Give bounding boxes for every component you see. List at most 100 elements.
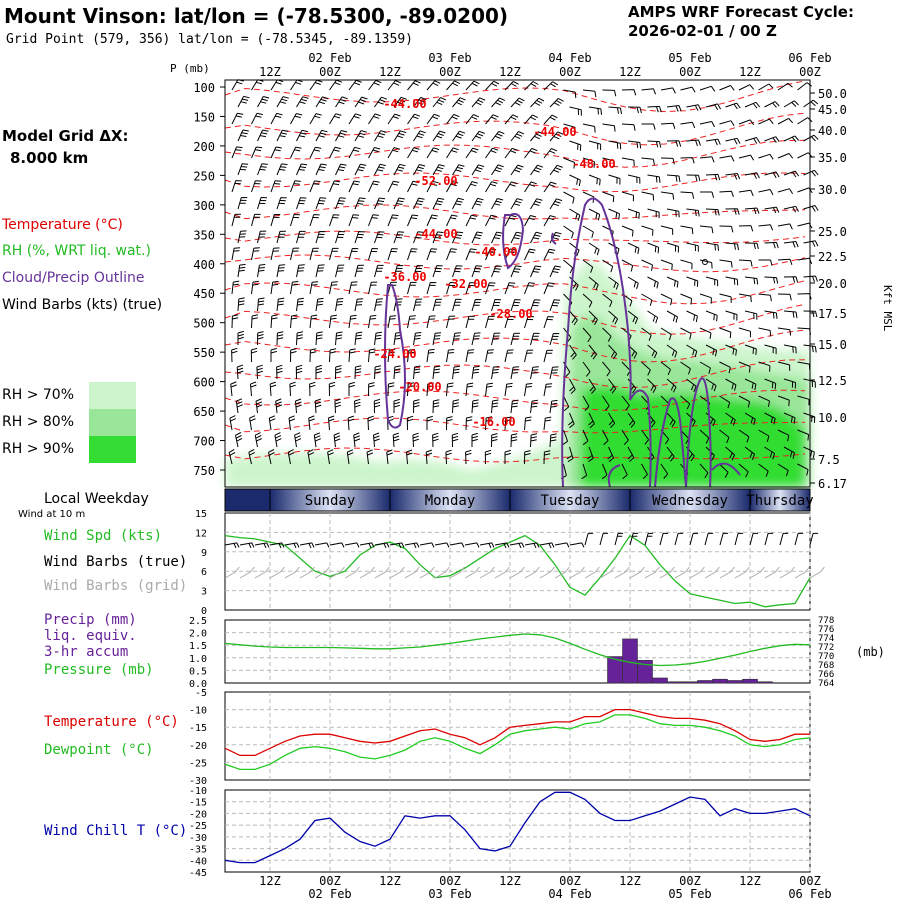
wind-barb — [803, 99, 819, 108]
wind-barb — [485, 349, 494, 363]
bottom-hour-label: 12Z — [499, 874, 521, 888]
top-hour-label: 00Z — [319, 65, 341, 79]
wind-barb — [426, 382, 434, 397]
wind-barb — [524, 147, 538, 159]
wind-barb — [413, 96, 427, 108]
wind-barb — [231, 314, 239, 329]
wind-barb — [621, 157, 635, 167]
wind-barb — [582, 327, 592, 343]
surface-wind-barb-true — [389, 542, 405, 549]
wind-barb — [543, 383, 553, 397]
height-tick-label: 45.0 — [818, 103, 847, 117]
dewpoint-line — [224, 714, 811, 771]
wind-barb — [255, 398, 263, 414]
surface-wind-barb-true — [689, 532, 699, 546]
wind-barb — [725, 412, 736, 426]
wind-barb — [465, 214, 478, 227]
wind-barb — [269, 381, 277, 397]
top-hour-label: 00Z — [559, 65, 581, 79]
wind-barb — [705, 242, 719, 251]
wind-barb — [228, 448, 236, 465]
wind-barb — [666, 140, 682, 147]
wind-barb — [413, 265, 424, 278]
top-date-label: 02 Feb — [308, 51, 351, 65]
wind-barb — [647, 140, 662, 148]
wind-barb — [504, 181, 518, 193]
wind-barb — [783, 135, 800, 143]
wind-barb — [699, 327, 712, 339]
wind-barb — [465, 349, 475, 363]
pressure-tick-label: 774 — [818, 634, 834, 644]
wind-barb — [524, 114, 539, 125]
surface-wind-barb-grid — [584, 566, 600, 579]
bottom-date-label: 03 Feb — [428, 887, 471, 900]
wind-barb — [699, 361, 711, 374]
wind-barb — [465, 449, 472, 465]
wind-barb — [744, 446, 756, 460]
y-tick-label: -35 — [189, 845, 207, 856]
wind-barb — [249, 415, 256, 431]
wind-barb — [426, 348, 435, 363]
wind-barb — [602, 327, 612, 342]
model-grid-value: 8.000 km — [10, 149, 89, 167]
wind-barb — [406, 415, 414, 431]
pressure-line — [224, 633, 811, 667]
temperature-contour-label: -52.00 — [414, 174, 457, 188]
y-tick-label: -45 — [189, 868, 207, 879]
wind-barb — [276, 331, 284, 346]
temperature-contour — [224, 230, 806, 246]
temperature-contour — [224, 417, 806, 434]
wind-barb — [666, 412, 676, 428]
wind-height-label: Wind at 10 m — [18, 509, 86, 520]
wind-barb — [251, 314, 259, 329]
wind-barb — [374, 163, 386, 176]
wind-barb — [309, 381, 316, 397]
wind-barb — [641, 191, 655, 201]
y-tick-label: -30 — [189, 776, 207, 787]
wind-barb — [764, 241, 779, 249]
wind-barb — [354, 365, 362, 380]
wind-barb — [407, 382, 415, 397]
wind-barb — [524, 248, 536, 261]
wind-barb — [426, 415, 433, 430]
bottom-date-label: 06 Feb — [788, 887, 831, 900]
wind-barb — [783, 446, 795, 459]
wind-barb — [569, 140, 582, 151]
wind-barb — [758, 395, 770, 407]
wind-barb — [290, 247, 300, 261]
wind-barb — [446, 248, 457, 261]
wind-barb — [608, 378, 617, 394]
bottom-hour-label: 00Z — [559, 874, 581, 888]
bottom-hour-label: 12Z — [739, 874, 761, 888]
wind-barb — [257, 230, 267, 244]
weekday-label: Tuesday — [540, 493, 599, 509]
wind-barb — [607, 446, 615, 463]
wind-barb — [738, 225, 754, 232]
legend-rh-90: RH > 90% — [2, 441, 75, 457]
wind-barb — [680, 327, 692, 340]
surface-wind-barb-true — [464, 542, 480, 548]
wind-barb — [510, 399, 519, 414]
wind-barb — [276, 96, 289, 108]
wind-barb — [758, 361, 771, 372]
wind-barb — [446, 181, 459, 193]
wind-barb — [588, 378, 596, 394]
y-tick-label: -40 — [189, 856, 207, 867]
wind-barb — [393, 298, 403, 312]
wind-barb — [231, 146, 243, 159]
bottom-hour-label: 00Z — [319, 874, 341, 888]
wind-barb — [686, 174, 701, 182]
height-tick-label: 15.0 — [818, 338, 847, 352]
wind-barb — [764, 412, 776, 425]
wind-barb — [719, 190, 734, 197]
precip-bar — [637, 660, 653, 684]
wind-barb — [641, 429, 650, 445]
surface-wind-barb-grid — [554, 566, 570, 579]
wind-barb — [777, 82, 793, 91]
wind-barb — [329, 281, 338, 295]
wind-barb — [543, 114, 558, 125]
wind-barb — [504, 80, 519, 91]
wind-barb — [803, 446, 815, 459]
wind-barb — [270, 314, 278, 329]
wind-barb — [387, 348, 396, 363]
